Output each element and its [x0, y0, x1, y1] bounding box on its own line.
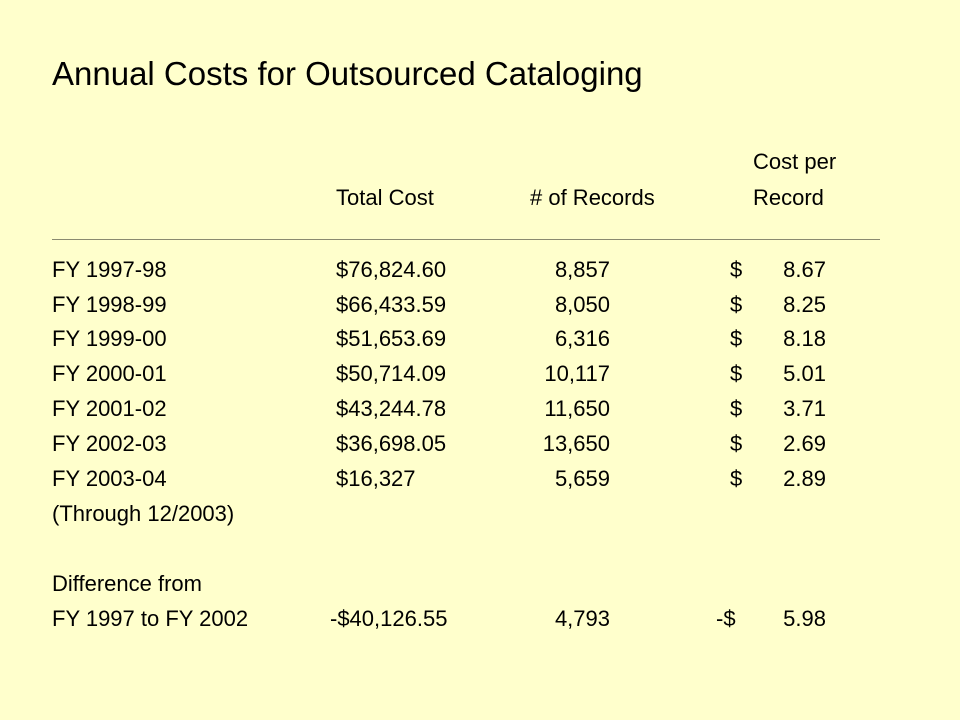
cost-per-record-value: 5.98	[783, 606, 826, 631]
currency-sign: $	[730, 396, 743, 421]
row-label: FY 2000-01	[52, 361, 167, 386]
header-divider	[52, 239, 880, 240]
row-total-cost: $16,327	[336, 466, 416, 491]
header-cost-per: Cost per	[753, 149, 837, 174]
row-cost-per-record: $2.89	[730, 461, 826, 497]
row-label: FY 1997-98	[52, 257, 167, 282]
page-title: Annual Costs for Outsourced Cataloging	[52, 55, 643, 92]
row-label: FY 2001-02	[52, 396, 167, 421]
row-cost-per-record: $2.69	[730, 426, 826, 462]
cost-per-record-value: 2.69	[783, 431, 826, 456]
row-total-cost: $76,824.60	[336, 257, 447, 282]
row-records: 8,857	[554, 257, 610, 282]
header-total-cost: Total Cost	[336, 185, 434, 210]
cost-per-record-value: 5.01	[783, 361, 826, 386]
row-total-cost: $36,698.05	[336, 431, 447, 456]
row-records: 13,650	[542, 431, 610, 456]
row-cost-per-record: $8.25	[730, 287, 826, 323]
difference-label-line1: Difference from	[52, 571, 202, 596]
currency-sign: $	[730, 257, 743, 282]
row-cost-per-record: $3.71	[730, 391, 826, 427]
row-records: 8,050	[554, 292, 610, 317]
currency-sign: $	[730, 466, 743, 491]
currency-sign: $	[730, 326, 743, 351]
cost-per-record-value: 8.67	[783, 257, 826, 282]
cost-per-record-value: 2.89	[783, 466, 826, 491]
cost-per-record-value: 8.25	[783, 292, 826, 317]
difference-records: 4,793	[554, 606, 610, 631]
difference-total-cost: -$40,126.55	[330, 606, 448, 631]
difference-cost-per-record: -$ 5.98	[716, 601, 826, 637]
row-label: FY 2002-03	[52, 431, 167, 456]
row-cost-per-record: $5.01	[730, 356, 826, 392]
header-records: # of Records	[530, 185, 655, 210]
row-records: 6,316	[554, 326, 610, 351]
row-label: FY 1999-00	[52, 326, 167, 351]
row-total-cost: $51,653.69	[336, 326, 447, 351]
row-label: FY 2003-04	[52, 466, 167, 491]
row-cost-per-record: $8.18	[730, 321, 826, 357]
header-record: Record	[753, 185, 824, 210]
row-records: 11,650	[544, 396, 610, 421]
row-label: FY 1998-99	[52, 292, 167, 317]
cost-per-record-value: 8.18	[783, 326, 826, 351]
currency-sign: $	[730, 292, 743, 317]
row-cost-per-record: $8.67	[730, 252, 826, 288]
currency-sign: $	[730, 431, 743, 456]
cost-per-record-value: 3.71	[783, 396, 826, 421]
row-total-cost: $66,433.59	[336, 292, 447, 317]
row-total-cost: $43,244.78	[336, 396, 447, 421]
row-records: 5,659	[554, 466, 610, 491]
difference-label-line2: FY 1997 to FY 2002	[52, 606, 249, 631]
row-note: (Through 12/2003)	[52, 501, 235, 526]
row-records: 10,117	[544, 361, 610, 386]
row-total-cost: $50,714.09	[336, 361, 447, 386]
currency-sign: $	[730, 361, 743, 386]
currency-sign: -$	[716, 606, 736, 631]
